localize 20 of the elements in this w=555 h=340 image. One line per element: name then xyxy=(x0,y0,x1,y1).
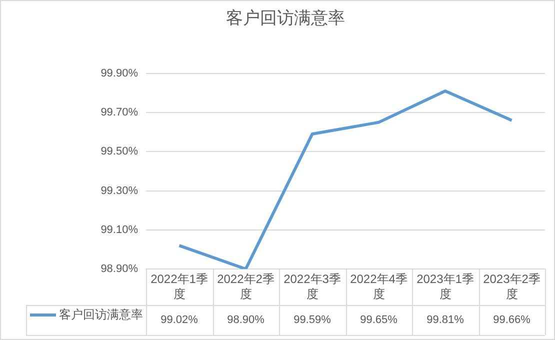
x-tick-label: 2022年1季度 xyxy=(150,272,208,301)
y-tick-label: 99.10% xyxy=(100,224,138,236)
text: 99.02% xyxy=(160,314,198,326)
y-tick-label: 99.70% xyxy=(100,106,138,119)
y-tick-label: 99.30% xyxy=(100,184,138,197)
x-tick-label: 2022年4季度 xyxy=(350,272,408,301)
chart-title: 客户回访满意率 xyxy=(226,8,345,28)
x-tick-label: 2022年3季度 xyxy=(284,272,341,301)
text: 99.66% xyxy=(493,314,530,326)
y-tick-label: 98.90% xyxy=(100,263,138,276)
text: 99.65% xyxy=(360,314,398,326)
x-tick-label: 2023年1季度 xyxy=(416,272,474,301)
y-tick-label: 99.50% xyxy=(100,146,138,158)
y-tick-label: 99.90% xyxy=(100,67,138,80)
text: 98.90% xyxy=(227,314,264,326)
x-tick-label: 2022年2季度 xyxy=(217,272,274,301)
text: 99.59% xyxy=(294,314,331,326)
x-tick-label: 2023年2季度 xyxy=(483,272,540,301)
legend-label: 客户回访满意率 xyxy=(59,307,143,322)
text: 99.81% xyxy=(426,314,464,326)
